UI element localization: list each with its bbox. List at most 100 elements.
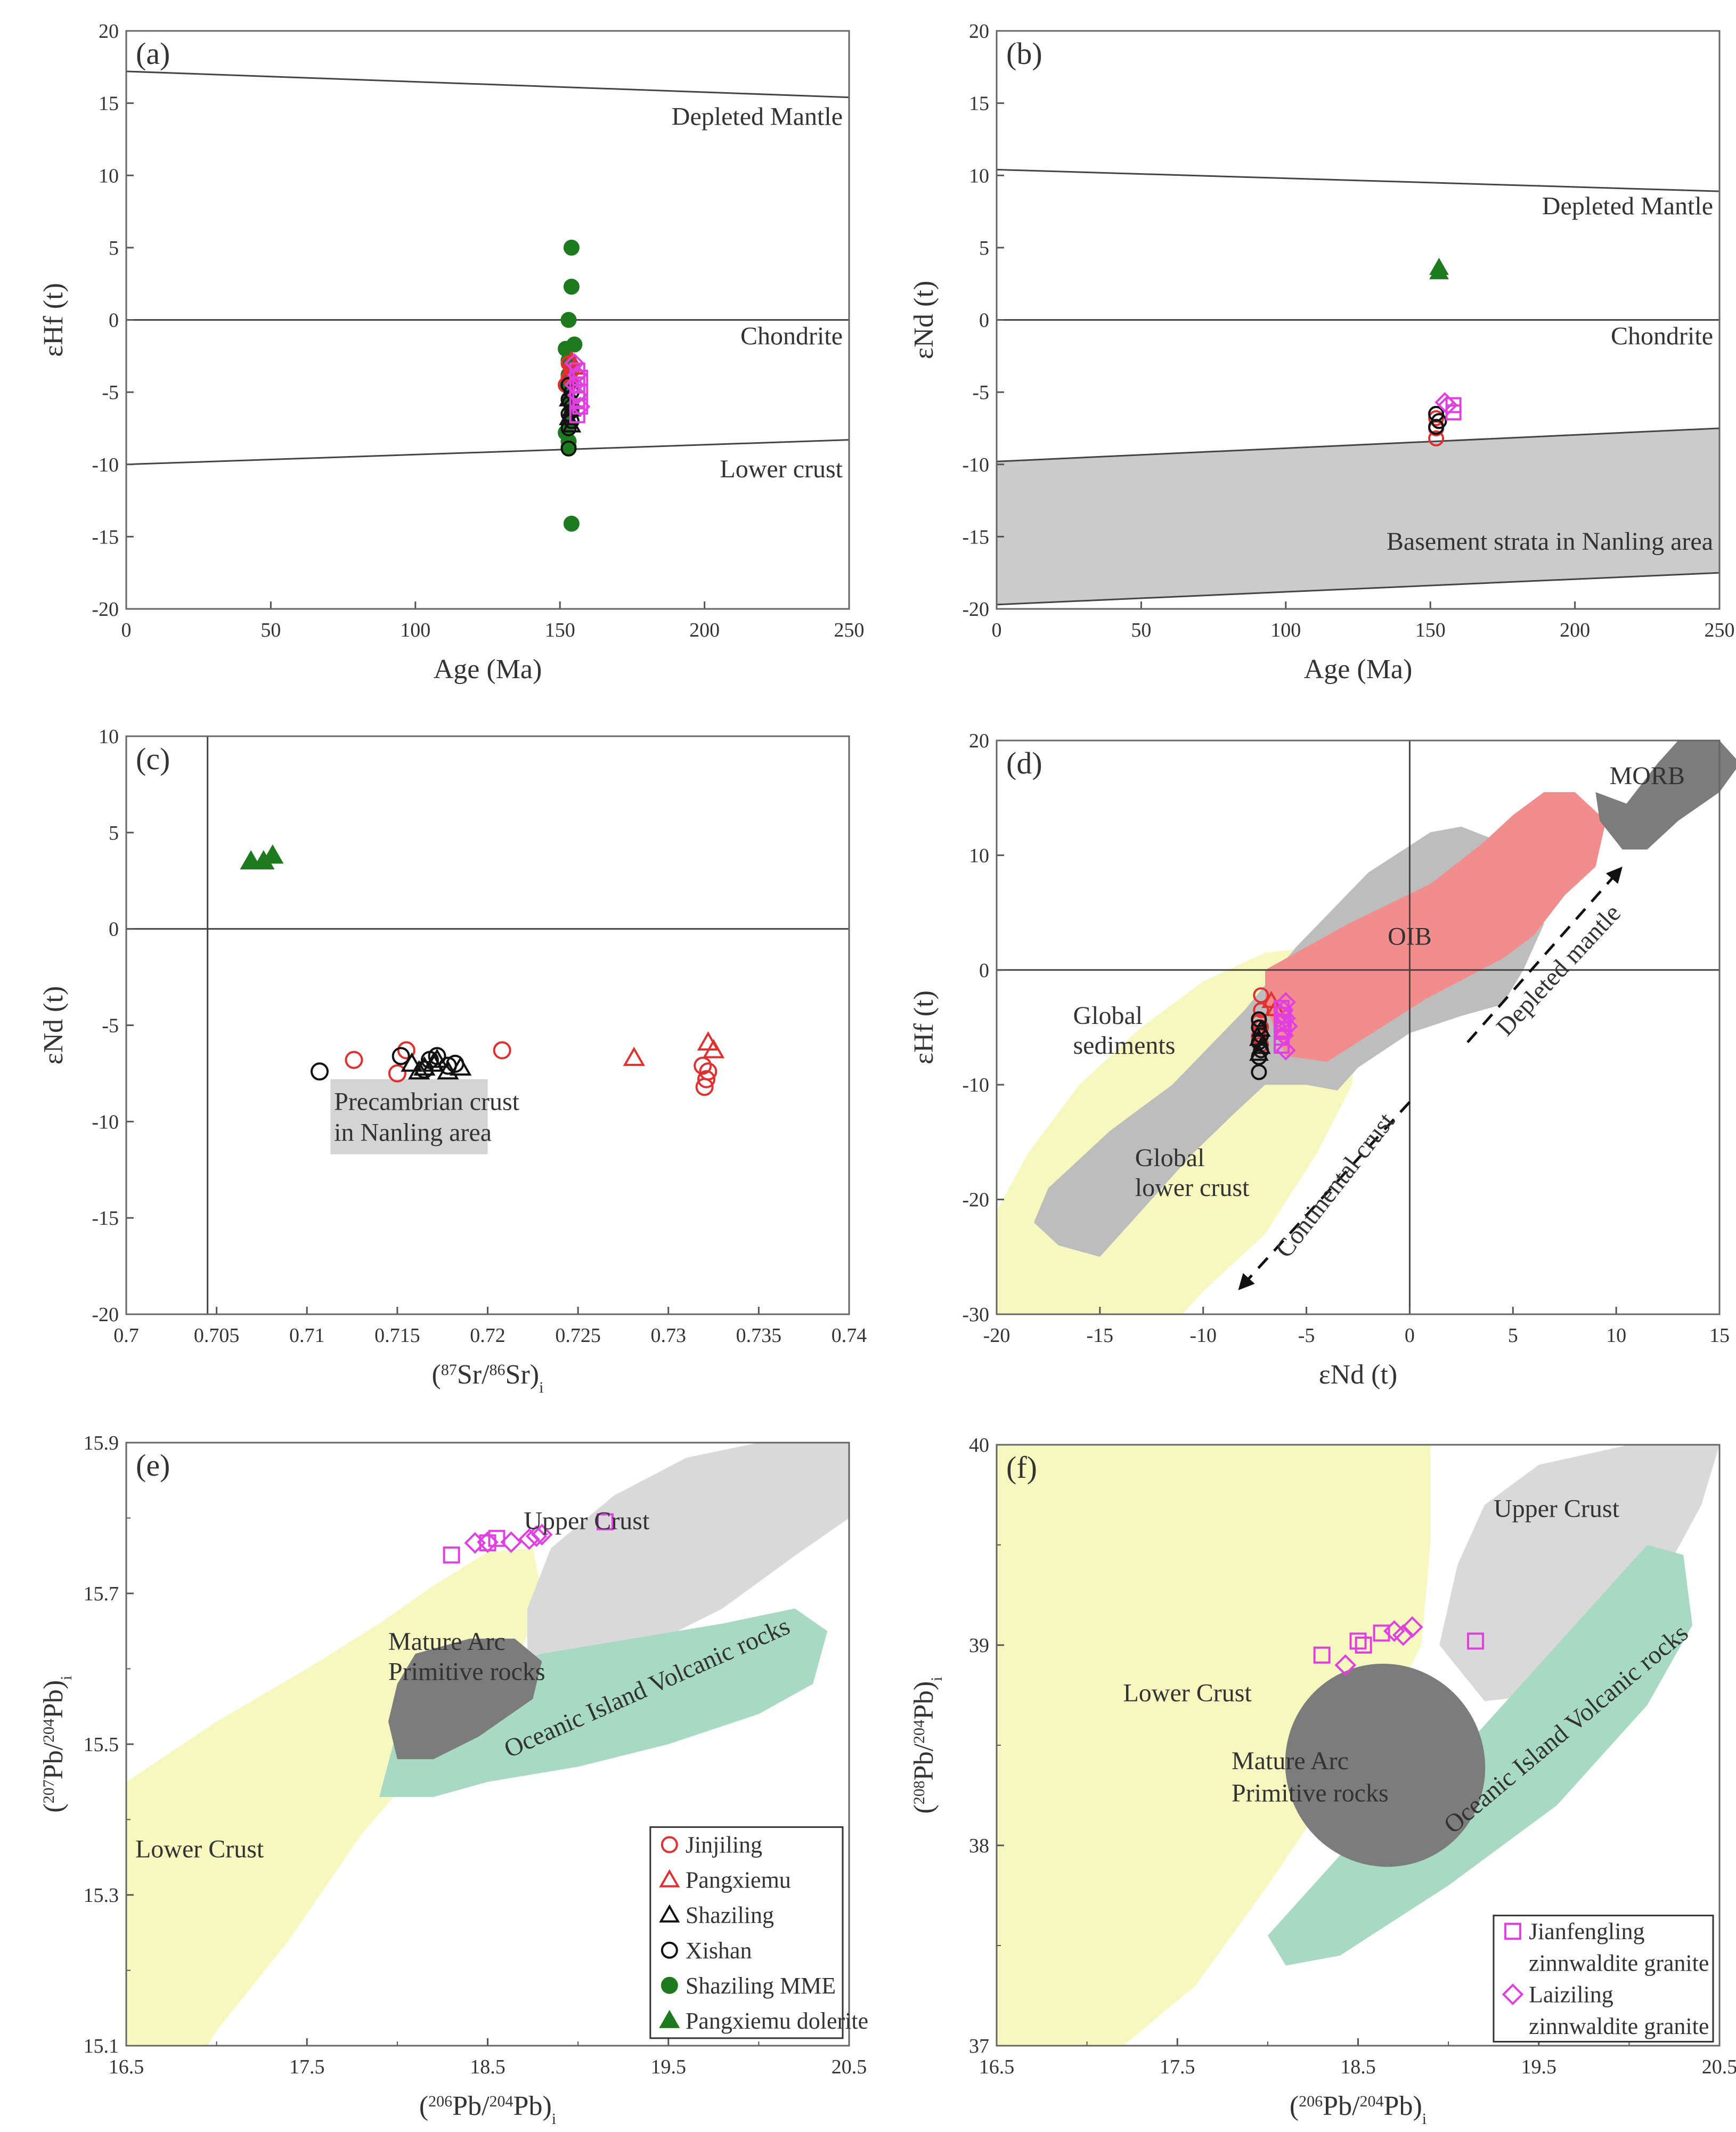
annotation-primitive-rocks: Primitive rocks — [388, 1658, 545, 1686]
legend-marker — [659, 1904, 680, 1923]
legend-marker — [659, 2009, 680, 2028]
x-tick-label: 0 — [1405, 1324, 1415, 1347]
series-jianfengling-zinnwaldite-granite — [569, 362, 589, 424]
data-point — [449, 1056, 472, 1076]
data-point — [1392, 1624, 1414, 1646]
legend-label: Shaziling — [686, 1902, 774, 1928]
legend-marker — [661, 1941, 678, 1959]
x-tick-label: 19.5 — [1521, 2056, 1557, 2078]
series-laiziling-zinnwaldite-granite — [464, 1524, 553, 1554]
series-laiziling-zinnwaldite-granite — [1435, 392, 1458, 416]
y-tick-label: -5 — [972, 381, 989, 404]
data-point — [310, 1062, 329, 1081]
data-point — [1445, 404, 1462, 421]
series-pangxiemu-dolerite — [1429, 257, 1449, 280]
plot-frame — [996, 30, 1721, 610]
x-tick-label: 0.71 — [289, 1324, 325, 1347]
x-axis-label: (87Sr/86Sr)i — [432, 1360, 544, 1396]
legend-label: Pangxiemu — [686, 1867, 791, 1893]
x-tick-label: 100 — [1270, 619, 1301, 641]
x-tick-label: 0 — [121, 619, 132, 641]
series-laiziling-zinnwaldite-granite — [1334, 1616, 1423, 1676]
annotation-basement-strata: Basement strata in Nanling area — [1387, 527, 1713, 556]
x-tick-label: 50 — [260, 619, 281, 641]
data-point — [525, 1525, 548, 1547]
series-xishan — [1428, 405, 1447, 435]
y-tick-label: -5 — [102, 381, 119, 404]
plot-frame — [996, 739, 1721, 1315]
data-point — [428, 1047, 446, 1065]
annotation-chondrite: Chondrite — [740, 322, 843, 351]
data-point — [572, 398, 589, 415]
reference-line — [126, 70, 850, 99]
annotation-global-lower-crust-2: lower crust — [1135, 1174, 1250, 1202]
series-pangxiemu-dolerite — [240, 844, 284, 870]
data-point — [1253, 1002, 1269, 1019]
data-point — [1313, 1646, 1331, 1664]
legend-marker — [659, 1869, 680, 1887]
x-tick-label: 0.73 — [651, 1324, 687, 1347]
legend-marker — [661, 1836, 678, 1853]
data-point — [1274, 1029, 1290, 1046]
data-point — [564, 375, 585, 395]
annotation-mature-arc: Mature Arc — [1232, 1747, 1349, 1775]
panel-label: (a) — [136, 36, 170, 71]
data-point — [567, 364, 588, 385]
y-tick-label: 39 — [969, 1634, 989, 1657]
panel-e: 16.5 17.5 18.5 19.5 20.5 15.1 15.3 15.5 15.7 15.9… — [38, 1432, 868, 2128]
data-point — [443, 1546, 460, 1564]
legend-label: Jianfengling — [1529, 1918, 1645, 1944]
x-axis-label: (206Pb/204Pb)i — [1290, 2091, 1427, 2128]
y-tick-label: 10 — [969, 165, 989, 187]
data-point — [1401, 1616, 1423, 1638]
data-point — [422, 1052, 445, 1072]
annotation-primitive-rocks: Primitive rocks — [1232, 1779, 1389, 1807]
data-point — [262, 844, 284, 864]
legend-label: zinnwaldite granite — [1529, 2013, 1709, 2039]
legend-marker — [1502, 1983, 1524, 2005]
legend-marker — [661, 1976, 678, 1994]
y-tick-label: -15 — [92, 526, 119, 548]
y-axis-label: (207Pb/204Pb)i — [38, 1675, 75, 1812]
x-tick-label: -20 — [983, 1324, 1010, 1347]
y-tick-label: 20 — [969, 730, 989, 752]
x-tick-label: -10 — [1189, 1324, 1217, 1347]
legend-marker — [1504, 1923, 1521, 1940]
data-point — [397, 1041, 415, 1060]
region-lower-crust — [997, 1445, 1431, 2046]
y-tick-label: 10 — [99, 165, 119, 187]
x-tick-label: -15 — [1087, 1324, 1114, 1347]
series-jinjiling — [345, 1041, 718, 1096]
y-tick-label: -15 — [92, 1207, 119, 1230]
annotation-depleted-mantle: Depleted Mantle — [1542, 192, 1713, 220]
annotation-upper-crust: Upper Crust — [1494, 1494, 1620, 1523]
panel-label: (e) — [136, 1448, 170, 1483]
reference-line — [126, 439, 850, 466]
legend-label: Xishan — [686, 1938, 752, 1964]
legend-label: Shaziling MME — [686, 1973, 836, 1999]
x-axis-label: (206Pb/204Pb)i — [419, 2091, 556, 2128]
y-tick-label: -30 — [962, 1304, 989, 1326]
y-axis-label: εHf (t) — [38, 283, 69, 357]
data-point — [388, 1064, 406, 1083]
data-point — [1251, 1037, 1271, 1054]
x-tick-label: 0.7 — [113, 1324, 139, 1347]
x-tick-label: 0.705 — [194, 1324, 240, 1347]
data-point — [563, 279, 580, 295]
data-point — [1251, 1064, 1267, 1080]
legend-box — [649, 1826, 844, 2039]
x-tick-label: 150 — [545, 619, 575, 641]
annotation-global-sediments-2: sediments — [1073, 1031, 1175, 1060]
data-point — [1275, 1006, 1292, 1023]
y-tick-label: -20 — [962, 598, 989, 621]
x-tick-label: 20.5 — [1702, 2056, 1736, 2078]
legend-e: Jinjiling Pangxiemu Shaziling Xishan Shazili… — [649, 1826, 868, 2039]
data-point — [1429, 257, 1449, 275]
panel-a: 0 50 100 150 200 250 -20 -15 -10 -5 0 5 10 15 20 (a) Dep… — [38, 20, 865, 685]
data-point — [401, 1052, 423, 1072]
x-tick-label: 0.715 — [374, 1324, 420, 1347]
x-tick-label: 17.5 — [1160, 2056, 1195, 2078]
data-point — [1349, 1632, 1367, 1650]
data-point — [570, 396, 591, 417]
